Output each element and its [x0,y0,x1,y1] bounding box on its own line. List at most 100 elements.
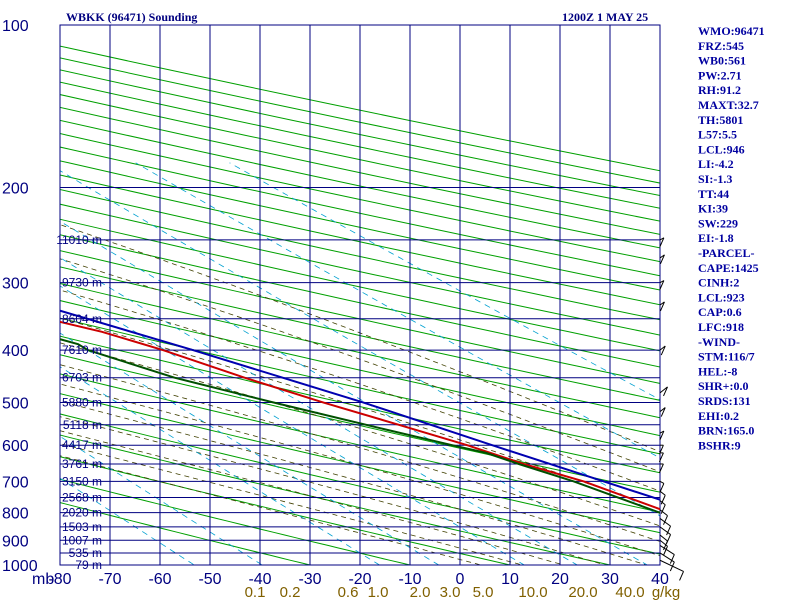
index-value: STM:116/7 [698,350,755,364]
wind-barb-staff [659,407,666,413]
moist-adiabat-line [60,342,660,527]
index-value: SRDS:131 [698,394,751,408]
index-value: MAXT:32.7 [698,98,759,112]
mixing-ratio-tick-label: 10.0 [518,584,547,600]
index-value: KI:39 [698,202,728,216]
height-label: 5880 m [62,395,102,409]
height-label: 1503 m [62,520,102,534]
index-value: LCL:923 [698,290,745,304]
mixing-ratio-line [60,257,579,565]
mixing-ratio-tick-label: 2.0 [410,584,431,600]
moist-adiabat-line [60,289,660,492]
index-value: LFC:918 [698,320,744,334]
pressure-tick-label: 500 [2,395,29,412]
index-value: CAP:0.6 [698,305,742,319]
mixing-ratio-tick-label: 0.1 [245,584,266,600]
index-value: BSHR:9 [698,438,741,452]
pressure-tick-label: 700 [2,474,29,491]
dry-adiabat-line [60,119,660,249]
temperature-tick-label: -20 [348,571,371,588]
height-label: 79 m [75,558,102,572]
index-value: LCL:946 [698,142,745,156]
dry-adiabat-line [60,234,660,368]
temperature-tick-label: -70 [98,571,121,588]
mixing-ratio-tick-label: 1.0 [368,584,389,600]
moist-adiabat-line [60,364,660,542]
temperature-profile-line [60,320,660,511]
wind-barb-staff [659,509,668,517]
index-value: WMO:96471 [698,24,765,38]
moist-adiabat-line [60,443,524,565]
dry-adiabat-line [60,413,660,555]
mixing-ratio-line [60,366,381,565]
mixing-ratio-tick-label: 40.0 [615,584,644,600]
wind-barb-flag [660,407,666,417]
wind-barb-staff [659,526,671,535]
wind-barb-staff [659,534,668,542]
wind-barb-flag [658,452,664,463]
height-label: 11010 m [56,233,102,247]
index-value: LI:-4.2 [698,157,734,171]
height-label: 7610 m [62,343,102,357]
pressure-tick-label: 400 [2,343,29,360]
dry-adiabat-line [60,160,660,291]
wind-barb-flag [663,546,668,556]
wind-barb-flag [659,301,665,312]
height-label: 2020 m [62,506,102,520]
temperature-tick-label: -60 [148,571,171,588]
wind-barb-staff [659,539,668,547]
height-label: 535 m [69,546,102,560]
wind-barb-flag [666,525,672,536]
wind-barb-flag [659,254,665,265]
dry-adiabat-line [60,478,413,565]
dry-adiabat-line [60,133,660,263]
index-value: -PARCEL- [698,246,754,260]
index-value: RH:91.2 [698,83,741,97]
wind-barb-staff [659,490,666,496]
pressure-tick-label: 100 [2,18,29,35]
temperature-tick-label: -30 [298,571,321,588]
wind-barb-staff [659,480,665,484]
pressure-tick-label: 600 [2,438,29,455]
height-label: 3150 m [62,474,102,488]
dry-adiabat-line [60,146,660,277]
wind-barb-flag [658,463,664,474]
height-label: 1007 m [62,533,102,547]
height-label: 4417 m [62,438,102,452]
index-value: TT:44 [698,187,729,201]
temperature-tick-label: 30 [601,571,619,588]
mixing-ratio-tick-label: 3.0 [440,584,461,600]
index-value: WB0:561 [698,54,746,68]
dry-adiabat-line [60,174,660,306]
pressure-tick-label: 800 [2,506,29,523]
temperature-tick-label: -10 [398,571,421,588]
wind-barb-staff [659,386,668,394]
wind-barb-flag [669,554,675,564]
wind-barb-staff [659,559,684,572]
wind-barb-staff [659,545,675,555]
index-value: CAPE:1425 [698,261,759,275]
dry-adiabat-line [60,434,613,565]
index-value: EI:-1.8 [698,231,734,245]
index-value: EHI:0.2 [698,409,739,423]
wind-barb-flag [663,386,668,397]
moist-adiabat-line [60,224,660,453]
mixing-ratio-line [60,220,649,565]
temperature-tick-label: 40 [651,571,669,588]
index-value: -WIND- [698,335,740,349]
dry-adiabat-line [60,456,513,565]
mixing-ratio-line [60,170,660,517]
chart-title: WBKK (96471) Sounding [66,10,197,24]
wind-barb-flag [663,515,668,525]
pressure-tick-label: 1000 [2,558,38,575]
mixing-ratio-lines [60,162,660,565]
mixing-ratio-line [60,285,525,565]
wind-barb-flag [659,483,665,493]
dewpoint-profile-line [60,338,660,514]
height-label: 6703 m [62,371,102,385]
wind-barb-flag [659,280,665,290]
wind-barb-staff [659,345,666,351]
mixing-ratio-tick-label: 20.0 [568,584,597,600]
temperature-tick-label: 0 [456,571,465,588]
height-label: 2568 m [62,491,102,505]
